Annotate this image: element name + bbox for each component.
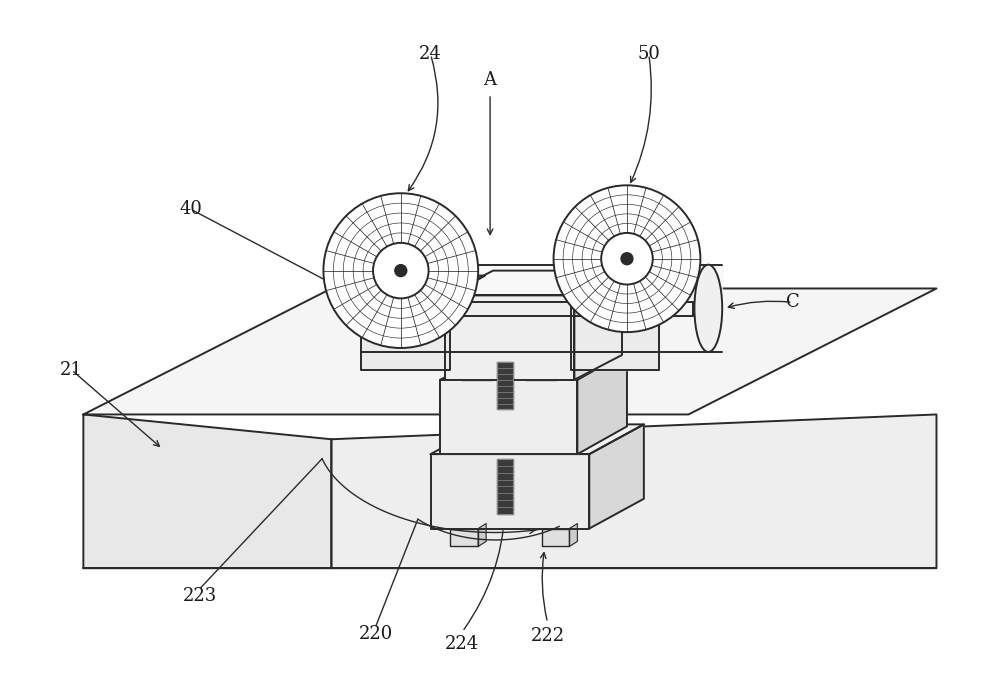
Text: 222: 222 [531, 627, 565, 645]
Polygon shape [571, 276, 693, 296]
Polygon shape [361, 276, 485, 296]
Polygon shape [462, 358, 492, 380]
Polygon shape [571, 296, 659, 370]
Text: 50: 50 [637, 45, 660, 63]
Polygon shape [569, 523, 577, 546]
Polygon shape [431, 424, 644, 454]
Circle shape [621, 253, 633, 264]
Text: 223: 223 [183, 587, 218, 605]
Polygon shape [497, 459, 513, 514]
Polygon shape [331, 414, 936, 568]
Polygon shape [431, 454, 589, 529]
Polygon shape [497, 362, 513, 409]
Text: 40: 40 [179, 200, 202, 218]
Polygon shape [361, 296, 450, 370]
Polygon shape [589, 424, 644, 529]
Polygon shape [492, 353, 500, 380]
Text: 21: 21 [60, 361, 83, 379]
Polygon shape [526, 358, 556, 380]
Polygon shape [445, 271, 622, 296]
Polygon shape [440, 352, 627, 380]
Polygon shape [478, 523, 486, 546]
Circle shape [373, 243, 429, 298]
Polygon shape [556, 353, 563, 380]
Circle shape [601, 233, 653, 285]
Ellipse shape [694, 264, 722, 352]
Polygon shape [445, 296, 574, 380]
Circle shape [395, 264, 407, 277]
Text: 24: 24 [419, 45, 442, 63]
Text: 220: 220 [359, 625, 393, 643]
Polygon shape [574, 271, 622, 380]
Polygon shape [83, 289, 936, 414]
Text: A: A [484, 71, 497, 89]
Polygon shape [450, 529, 478, 546]
Polygon shape [577, 352, 627, 454]
Circle shape [554, 185, 700, 332]
Circle shape [323, 193, 478, 348]
Polygon shape [440, 380, 577, 454]
Polygon shape [361, 264, 722, 352]
Text: 224: 224 [445, 634, 479, 652]
Polygon shape [542, 529, 569, 546]
Text: C: C [786, 294, 800, 312]
Polygon shape [83, 414, 331, 568]
